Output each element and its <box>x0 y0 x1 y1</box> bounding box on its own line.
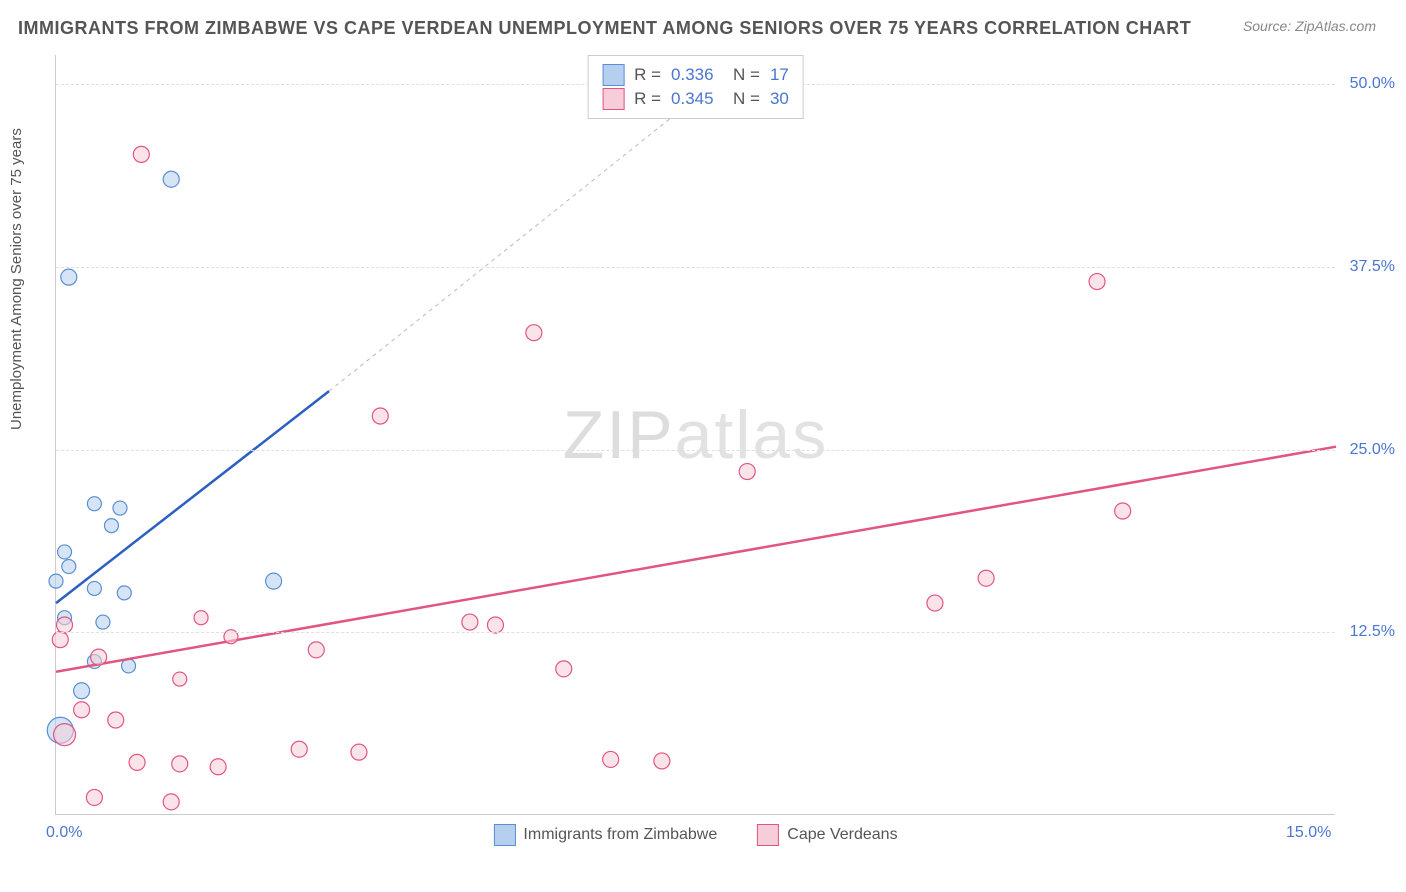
data-point <box>87 497 101 511</box>
data-point <box>739 464 755 480</box>
data-point <box>978 570 994 586</box>
data-point <box>194 611 208 625</box>
data-point <box>487 617 503 633</box>
data-point <box>927 595 943 611</box>
data-point <box>163 794 179 810</box>
data-point <box>61 269 77 285</box>
source-attribution: Source: ZipAtlas.com <box>1243 18 1376 34</box>
data-point <box>351 744 367 760</box>
plot-area: ZIPatlas R = 0.336 N = 17 R = 0.345 N = … <box>55 55 1335 815</box>
data-point <box>96 615 110 629</box>
data-point <box>654 753 670 769</box>
swatch-zimbabwe <box>602 64 624 86</box>
swatch-capeverdean <box>602 88 624 110</box>
series-legend: Immigrants from Zimbabwe Cape Verdeans <box>493 824 897 846</box>
data-point <box>104 519 118 533</box>
data-point <box>556 661 572 677</box>
data-point <box>129 754 145 770</box>
data-point <box>108 712 124 728</box>
legend-item-zimbabwe: Immigrants from Zimbabwe <box>493 824 717 846</box>
scatter-svg <box>56 55 1335 814</box>
y-tick-label: 37.5% <box>1350 258 1395 276</box>
data-point <box>172 756 188 772</box>
data-point <box>308 642 324 658</box>
data-point <box>91 649 107 665</box>
data-point <box>210 759 226 775</box>
gridline <box>56 450 1335 451</box>
swatch-capeverdean-icon <box>757 824 779 846</box>
x-tick-label: 15.0% <box>1286 824 1331 842</box>
data-point <box>1115 503 1131 519</box>
data-point <box>133 146 149 162</box>
legend-item-capeverdean: Cape Verdeans <box>757 824 897 846</box>
data-point <box>74 683 90 699</box>
legend-row-capeverdean: R = 0.345 N = 30 <box>602 88 789 110</box>
data-point <box>266 573 282 589</box>
swatch-zimbabwe-icon <box>493 824 515 846</box>
data-point <box>49 574 63 588</box>
correlation-legend: R = 0.336 N = 17 R = 0.345 N = 30 <box>587 55 804 119</box>
data-point <box>54 724 76 746</box>
data-point <box>62 560 76 574</box>
legend-label: Immigrants from Zimbabwe <box>523 826 717 844</box>
gridline <box>56 267 1335 268</box>
data-point <box>57 617 73 633</box>
legend-row-zimbabwe: R = 0.336 N = 17 <box>602 64 789 86</box>
data-point <box>1089 274 1105 290</box>
chart-title: IMMIGRANTS FROM ZIMBABWE VS CAPE VERDEAN… <box>18 18 1191 39</box>
data-point <box>52 632 68 648</box>
y-tick-label: 25.0% <box>1350 441 1395 459</box>
data-point <box>163 171 179 187</box>
y-tick-label: 12.5% <box>1350 623 1395 641</box>
data-point <box>603 751 619 767</box>
y-tick-label: 50.0% <box>1350 75 1395 93</box>
data-point <box>291 741 307 757</box>
regression-line <box>56 447 1336 672</box>
legend-label: Cape Verdeans <box>787 826 897 844</box>
data-point <box>173 672 187 686</box>
data-point <box>372 408 388 424</box>
y-axis-label: Unemployment Among Seniors over 75 years <box>8 128 25 430</box>
data-point <box>58 545 72 559</box>
data-point <box>526 325 542 341</box>
x-tick-label: 0.0% <box>46 824 82 842</box>
data-point <box>113 501 127 515</box>
data-point <box>462 614 478 630</box>
data-point <box>87 581 101 595</box>
regression-extension <box>329 84 713 391</box>
data-point <box>74 702 90 718</box>
data-point <box>86 789 102 805</box>
gridline <box>56 632 1335 633</box>
data-point <box>117 586 131 600</box>
